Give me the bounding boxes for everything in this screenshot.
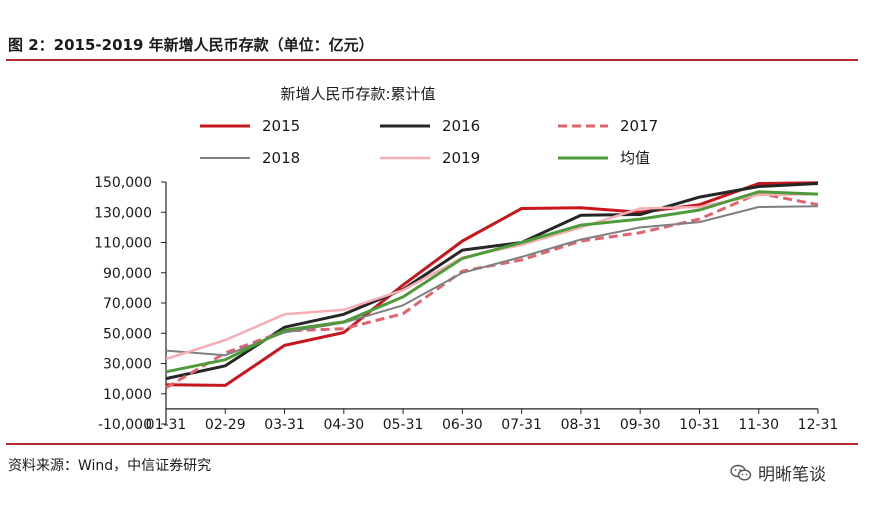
y-tick-label: 130,000 <box>94 205 152 221</box>
y-tick-label: 10,000 <box>103 387 152 403</box>
legend-label: 2015 <box>262 117 300 135</box>
x-tick-label: 10-31 <box>679 417 720 433</box>
axes: -10,000 10,000 30,000 50,000 70,000 90,000 110… <box>94 175 838 433</box>
legend-label: 2016 <box>442 117 480 135</box>
y-tick-label: 30,000 <box>103 357 152 373</box>
x-tick-label: 05-31 <box>383 417 424 433</box>
series-lines <box>165 181 819 389</box>
watermark: 明晰笔谈 <box>730 460 826 485</box>
watermark-text: 明晰笔谈 <box>758 465 826 485</box>
series-line-2019 <box>165 192 819 361</box>
x-tick-label: 08-31 <box>561 417 602 433</box>
y-tick-label: -10,000 <box>98 417 152 433</box>
x-tick-label: 04-30 <box>323 417 364 433</box>
y-tick-label: 150,000 <box>94 175 152 191</box>
series-line-2016 <box>165 182 819 381</box>
x-tick-label: 03-31 <box>264 417 305 433</box>
x-tick-label: 09-30 <box>620 417 661 433</box>
legend-label: 均值 <box>620 149 650 167</box>
legend-label: 2017 <box>620 117 658 135</box>
series-line-2015 <box>165 181 819 387</box>
series-line-均值 <box>165 190 819 374</box>
series-line-2018 <box>165 205 819 357</box>
y-tick-label: 110,000 <box>94 236 152 252</box>
top-rule <box>6 59 858 61</box>
x-tick-label: 12-31 <box>798 417 839 433</box>
y-tick-label: 50,000 <box>103 326 152 342</box>
x-tick-label: 06-30 <box>442 417 483 433</box>
x-tick-label: 07-31 <box>501 417 542 433</box>
legend-label: 2019 <box>442 149 480 167</box>
chart-title: 新增人民币存款:累计值 <box>280 85 435 103</box>
x-tick-label: 11-30 <box>738 417 779 433</box>
figure-title: 图 2：2015-2019 年新增人民币存款（单位：亿元） <box>8 36 374 54</box>
legend-label: 2018 <box>262 149 300 167</box>
wechat-icon <box>730 464 752 482</box>
x-tick-label: 01-31 <box>146 417 187 433</box>
y-tick-label: 90,000 <box>103 266 152 282</box>
source-note: 资料来源：Wind，中信证券研究 <box>8 458 212 474</box>
x-tick-label: 02-29 <box>205 417 246 433</box>
line-chart: 新增人民币存款:累计值 2015 2016 2017 2018 2019 均值 -10,0… <box>94 85 838 433</box>
bottom-rule <box>6 443 858 445</box>
legend: 2015 2016 2017 2018 2019 均值 <box>200 117 658 167</box>
y-tick-label: 70,000 <box>103 296 152 312</box>
